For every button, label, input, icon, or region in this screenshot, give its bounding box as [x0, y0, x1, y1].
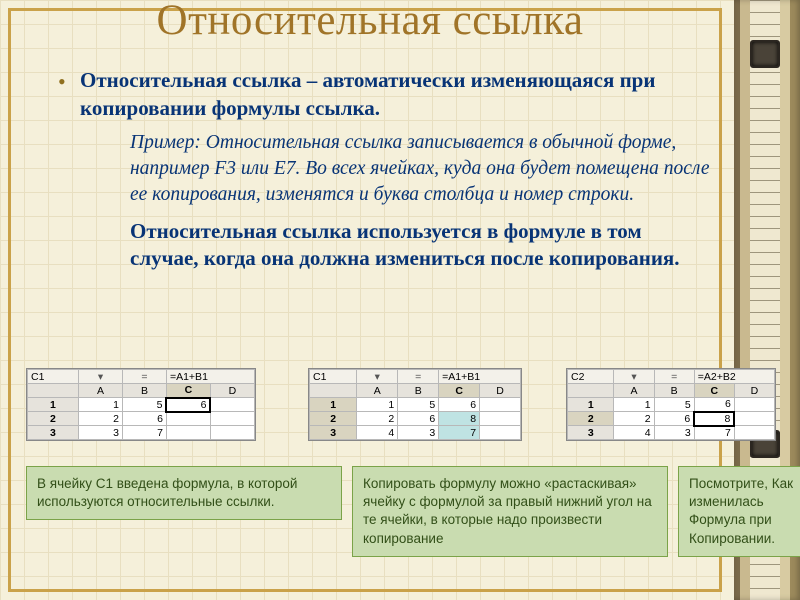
slide-content: Относительная ссылка Относительная ссылк… — [30, 0, 710, 273]
spreadsheet-1: C1▾==A1+B1ABCD1156226337 — [26, 368, 256, 441]
hinge-icon — [750, 40, 780, 68]
caption-3: Посмотрите, Как изменилась Формула при К… — [678, 466, 800, 557]
example-text: Пример: Относительная ссылка записываетс… — [130, 130, 710, 207]
definition-text: Относительная ссылка – автоматически изм… — [80, 67, 710, 122]
spreadsheet-3: C2▾==A2+B2ABCD115622683437 — [566, 368, 776, 441]
list-item: Относительная ссылка – автоматически изм… — [58, 67, 710, 273]
caption-1: В ячейку С1 введена формула, в которой и… — [26, 466, 342, 520]
bullet-list: Относительная ссылка – автоматически изм… — [58, 67, 710, 273]
caption-2: Копировать формулу можно «растаскивая» я… — [352, 466, 668, 557]
spreadsheet-2: C1▾==A1+B1ABCD115622683437 — [308, 368, 522, 441]
usage-text: Относительная ссылка используется в форм… — [130, 218, 710, 273]
page-title: Относительная ссылка — [30, 0, 710, 45]
